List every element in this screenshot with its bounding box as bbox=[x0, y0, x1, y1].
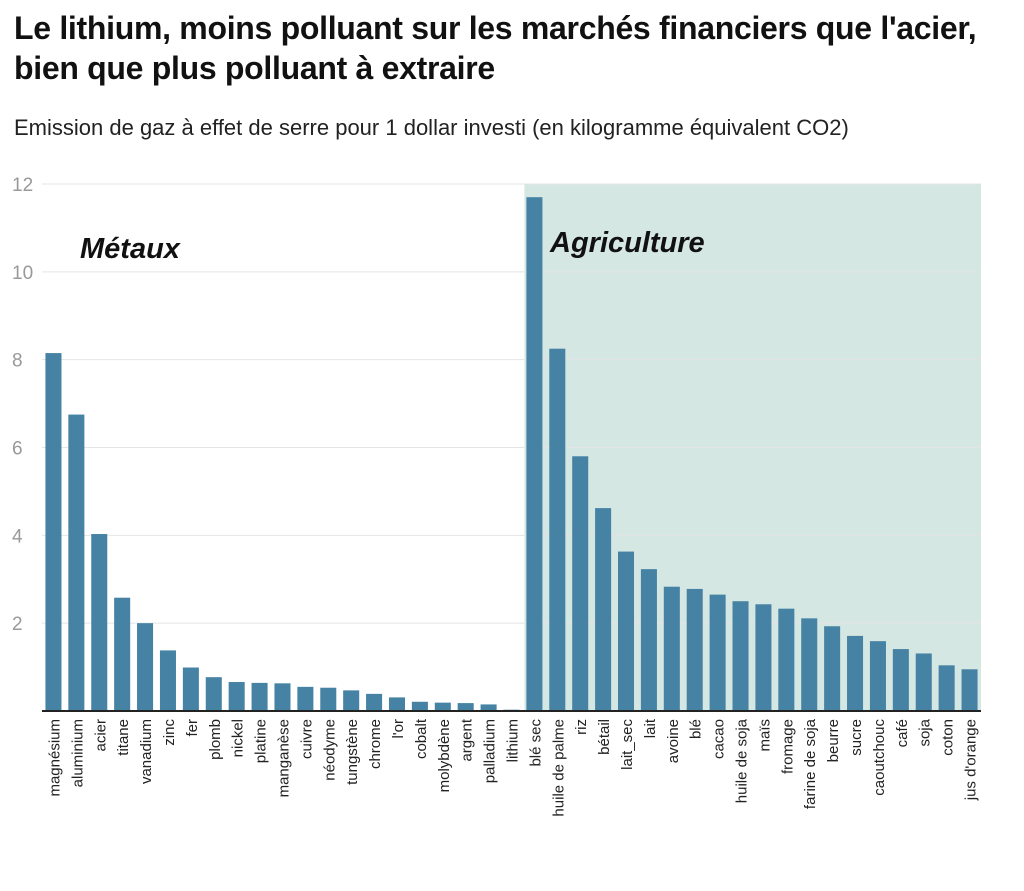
x-tick-label: blé bbox=[688, 719, 705, 739]
bar-huile-de-soja bbox=[732, 601, 749, 711]
bar-platine bbox=[251, 682, 268, 711]
x-tick-label: maïs bbox=[756, 719, 773, 752]
y-tick-label: 10 bbox=[12, 263, 33, 284]
chart-title: Le lithium, moins polluant sur les march… bbox=[14, 10, 977, 86]
bar-titane bbox=[114, 597, 131, 711]
bar-ble-sec bbox=[526, 197, 543, 712]
x-tick-label: cuivre bbox=[298, 719, 315, 759]
bar-aluminium bbox=[68, 414, 85, 711]
bar-cuivre bbox=[297, 686, 314, 711]
bar-soja bbox=[915, 653, 932, 711]
bar-cacao bbox=[709, 594, 726, 711]
x-tick-label: fer bbox=[184, 719, 201, 737]
y-tick-label: 12 bbox=[12, 175, 33, 196]
annotation-metaux: Métaux bbox=[80, 233, 182, 265]
x-tick-label: magnésium bbox=[46, 719, 63, 797]
x-tick-label: néodyme bbox=[321, 719, 338, 781]
x-tick-label: farine de soja bbox=[802, 718, 819, 809]
bar-nickel bbox=[228, 682, 245, 711]
x-tick-label: coton bbox=[940, 719, 957, 756]
x-tick-label: palladium bbox=[482, 719, 499, 783]
x-tick-label: caoutchouc bbox=[871, 719, 888, 796]
x-tick-label: lait bbox=[642, 718, 659, 738]
annotation-agriculture: Agriculture bbox=[549, 227, 705, 259]
x-tick-label: soja bbox=[917, 718, 934, 746]
x-axis-labels: magnésium aluminium acier titane vanadium zin… bbox=[46, 718, 979, 816]
x-tick-label: plomb bbox=[207, 719, 224, 760]
x-tick-label: fromage bbox=[779, 719, 796, 774]
chart-subtitle: Emission de gaz à effet de serre pour 1 … bbox=[14, 115, 849, 140]
bars bbox=[45, 197, 978, 712]
bar-beurre bbox=[824, 626, 841, 711]
x-tick-label: café bbox=[894, 719, 911, 747]
bar-fromage bbox=[778, 608, 795, 711]
bar-ble bbox=[686, 588, 703, 711]
y-tick-label: 8 bbox=[12, 351, 23, 372]
bar-betail bbox=[595, 508, 612, 711]
x-tick-label: acier bbox=[92, 719, 109, 752]
x-tick-label: platine bbox=[253, 719, 270, 763]
x-tick-label: avoine bbox=[665, 719, 682, 763]
gridlines bbox=[42, 183, 981, 624]
x-tick-label: manganèse bbox=[275, 719, 292, 797]
y-tick-label: 2 bbox=[12, 614, 23, 635]
bar-plomb bbox=[205, 677, 222, 711]
bar-cobalt bbox=[411, 701, 428, 711]
x-tick-label: molybdène bbox=[436, 719, 453, 792]
bar-caoutchouc bbox=[869, 641, 886, 711]
bar-argent bbox=[457, 703, 474, 711]
bar-cafe bbox=[892, 649, 909, 711]
bar-molybdene bbox=[434, 702, 451, 711]
bar-manganese bbox=[274, 683, 291, 711]
x-tick-label: l'or bbox=[390, 719, 407, 739]
bar-sucre bbox=[847, 635, 864, 711]
bar-vanadium bbox=[137, 623, 154, 711]
bar-zinc bbox=[159, 650, 176, 711]
x-tick-label: jus d'orange bbox=[963, 719, 980, 801]
x-tick-label: aluminium bbox=[69, 719, 86, 787]
x-tick-label: cobalt bbox=[413, 718, 430, 759]
x-tick-label: bétail bbox=[596, 719, 613, 755]
bar-palladium bbox=[480, 704, 497, 711]
bar-farine-de-soja bbox=[801, 618, 818, 711]
bar-lait-sec bbox=[617, 551, 635, 711]
bar-huile-de-palme bbox=[549, 348, 566, 711]
bar-magnesium bbox=[45, 353, 62, 711]
bar-acier bbox=[91, 534, 108, 711]
x-tick-label: vanadium bbox=[138, 719, 155, 784]
bar-tungstene bbox=[343, 690, 360, 711]
x-tick-label: blé sec bbox=[527, 719, 544, 767]
bar-fer bbox=[182, 667, 199, 711]
bar-riz bbox=[572, 456, 589, 711]
x-tick-label: chrome bbox=[367, 719, 384, 769]
bar-avoine bbox=[663, 586, 680, 711]
x-tick-label: cacao bbox=[711, 719, 728, 759]
y-axis-ticks: 2 4 6 8 10 12 bbox=[12, 175, 33, 635]
x-tick-label: zinc bbox=[161, 719, 178, 746]
y-tick-label: 4 bbox=[12, 526, 23, 547]
x-tick-label: sucre bbox=[848, 719, 865, 756]
x-tick-label: titane bbox=[115, 719, 132, 756]
bar-coton bbox=[938, 665, 955, 711]
x-tick-label: huile de soja bbox=[734, 718, 751, 803]
x-tick-label: huile de palme bbox=[550, 719, 567, 817]
bar-neodyme bbox=[320, 687, 337, 711]
y-tick-label: 6 bbox=[12, 439, 23, 460]
bar-jus-d-orange bbox=[961, 669, 978, 711]
x-tick-label: riz bbox=[573, 719, 590, 735]
bar-lait bbox=[640, 569, 657, 711]
x-tick-label: nickel bbox=[230, 719, 247, 757]
x-tick-label: lithium bbox=[505, 719, 522, 762]
bar-mais bbox=[755, 604, 772, 711]
bar-chrome bbox=[366, 693, 383, 711]
x-tick-label: argent bbox=[459, 718, 476, 761]
x-tick-label: beurre bbox=[825, 719, 842, 762]
x-tick-label: tungstène bbox=[344, 719, 361, 785]
bar-l-or bbox=[388, 697, 406, 711]
x-tick-label: lait_sec bbox=[619, 719, 636, 770]
